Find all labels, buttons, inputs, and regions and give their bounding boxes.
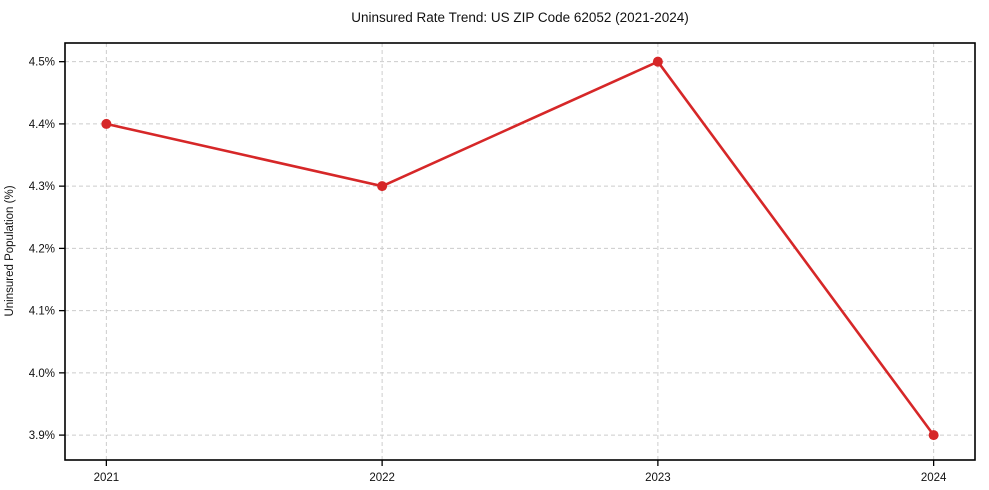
x-tick-label: 2022	[369, 472, 395, 484]
y-tick-label: 4.5%	[29, 57, 55, 69]
trend-line	[105, 60, 935, 437]
plot-border	[64, 42, 976, 461]
x-tick-label: 2024	[921, 472, 947, 484]
x-tick-label: 2021	[94, 472, 120, 484]
y-tick-label: 3.9%	[29, 430, 55, 442]
y-axis-label: Uninsured Population (%)	[4, 185, 16, 316]
y-tick-label: 4.3%	[29, 181, 55, 193]
y-tick-label: 4.2%	[29, 243, 55, 255]
y-tick-label: 4.0%	[29, 368, 55, 380]
chart-title: Uninsured Rate Trend: US ZIP Code 62052 …	[351, 10, 688, 25]
data-point-marker	[101, 118, 112, 129]
data-point-marker	[652, 56, 663, 67]
y-tick-label: 4.4%	[29, 119, 55, 131]
data-point-marker	[377, 181, 388, 192]
data-point-marker	[928, 430, 939, 441]
y-tick-label: 4.1%	[29, 306, 55, 318]
plot-area: 3.9% 4.0% 4.1% 4.2% 4.3% 4.4% 4.5% 2021 2022 2023…	[29, 42, 976, 484]
x-tick-label: 2023	[645, 472, 671, 484]
